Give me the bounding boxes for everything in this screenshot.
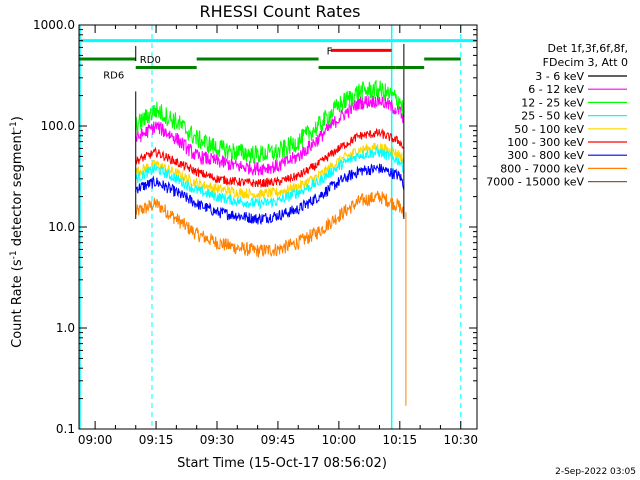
plot-area: RD6 RD0 F 09:00 09:15 09:30 09:45 10:00 10:15 10… [33,18,478,447]
legend-label: 25 - 50 keV [521,110,584,123]
x-axis-label: Start Time (15-Oct-17 08:56:02) [177,456,387,471]
legend-header-line-2: FDecim 3, Att 0 [543,56,628,69]
series-line [135,80,405,165]
y-axis-label: Count Rate (s-1 detector segment-1) [9,116,25,348]
chart-title: RHESSI Count Rates [200,2,361,21]
y-tick-label: 100.0 [41,119,75,133]
legend-label: 800 - 7000 keV [500,162,584,175]
x-tick-label: 10:30 [443,433,478,447]
x-tick-label: 10:15 [383,433,418,447]
legend-header-line-1: Det 1f,3f,6f,8f, [547,42,628,55]
y-tick-label: 1000.0 [33,18,75,32]
x-tick-label: 09:00 [78,433,113,447]
series-layer [135,39,407,406]
legend-label: 50 - 100 keV [514,123,584,136]
series-line [135,127,405,188]
legend-label: 6 - 12 keV [528,83,584,96]
x-tick-label: 10:00 [322,433,357,447]
y-tick-label: 0.1 [56,422,75,436]
timestamp: 2-Sep-2022 03:05 [555,467,636,477]
y-tick-label: 1.0 [56,321,75,335]
series-line [135,163,405,226]
x-tick-label: 09:30 [200,433,235,447]
series-line [135,142,405,201]
legend-label: 100 - 300 keV [507,136,584,149]
legend-label: 12 - 25 keV [521,96,584,109]
legend: Det 1f,3f,6f,8f, FDecim 3, Att 0 3 - 6 k… [486,42,628,189]
series-line [135,190,405,258]
legend-label: 7000 - 15000 keV [486,176,584,189]
annotation-rd6: RD6 [103,71,124,82]
series-line [135,93,405,176]
y-tick-label: 10.0 [48,220,75,234]
annotation-rd0: RD0 [140,55,161,66]
legend-label: 300 - 800 keV [507,149,584,162]
x-tick-label: 09:15 [139,433,174,447]
overlay-layer: RD6 RD0 F [79,39,476,82]
annotation-f: F [327,46,333,57]
x-tick-label: 09:45 [261,433,296,447]
legend-label: 3 - 6 keV [535,70,584,83]
series-line [135,145,405,211]
